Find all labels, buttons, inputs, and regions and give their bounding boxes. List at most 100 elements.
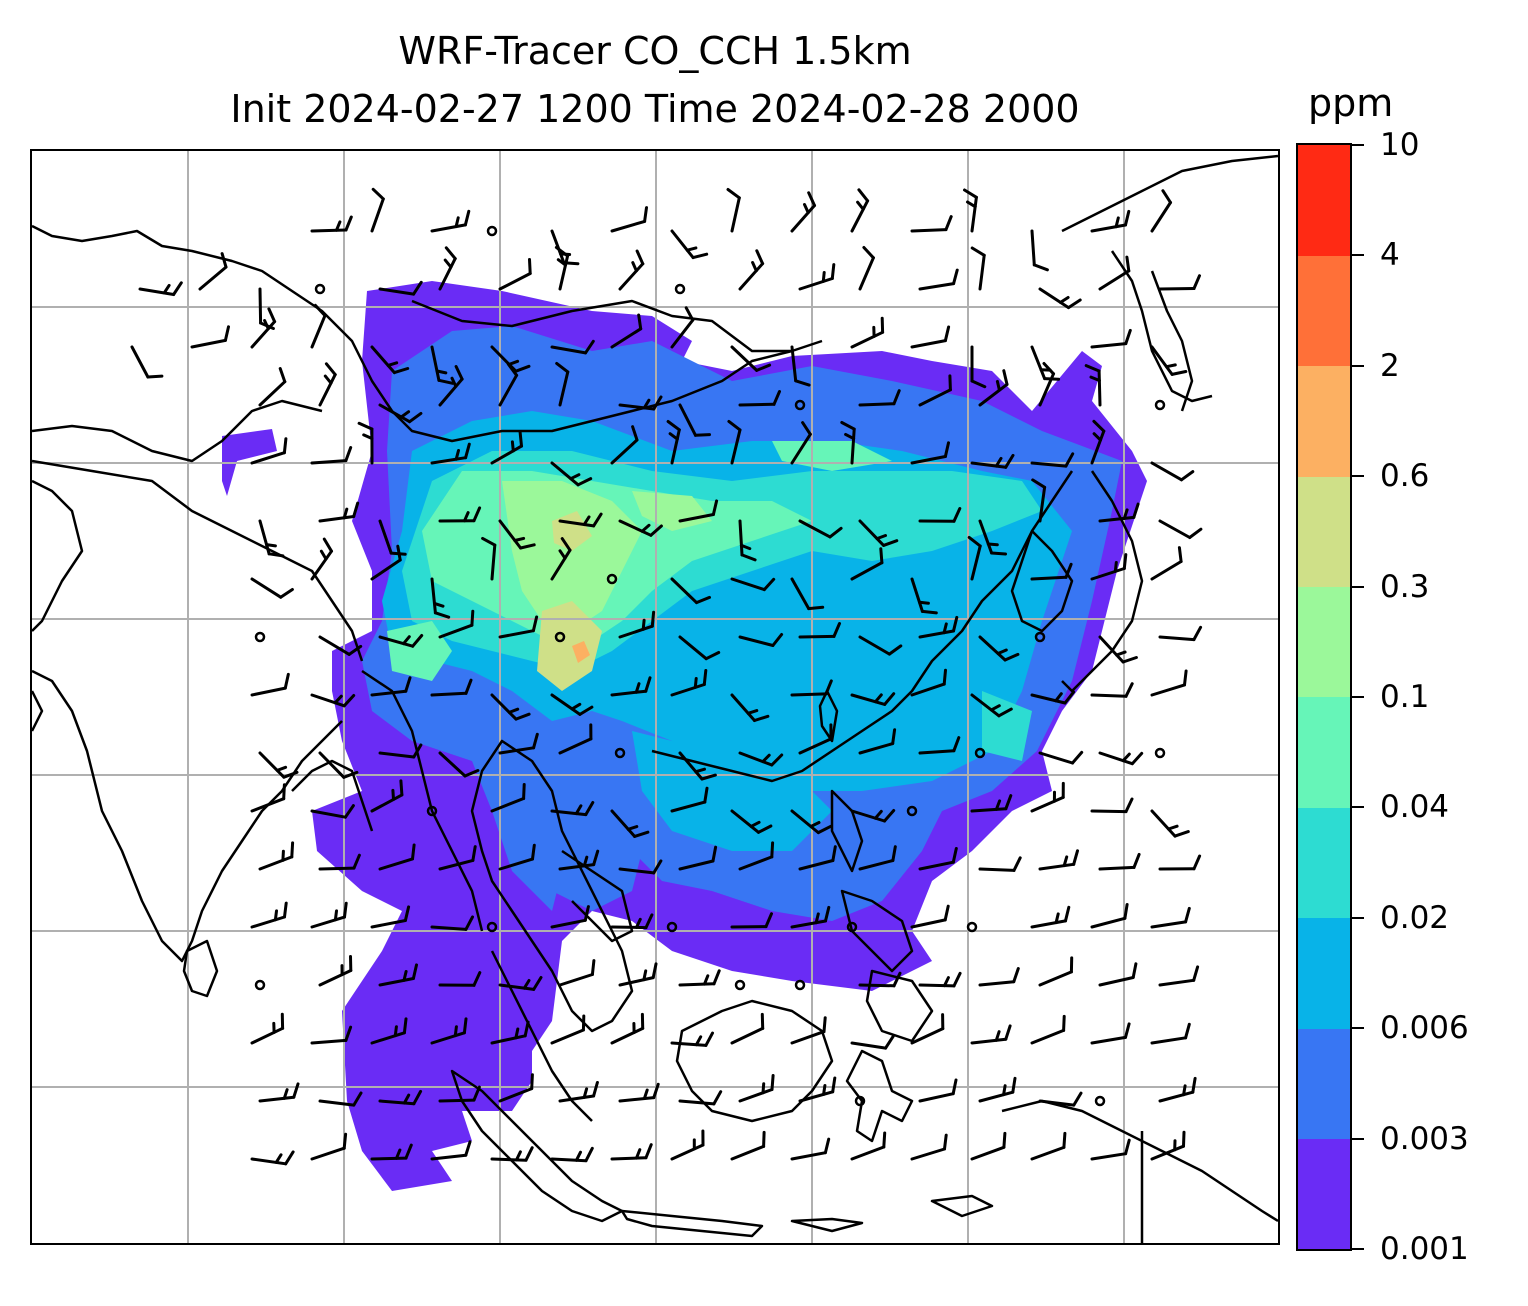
wind-barb: [678, 1090, 723, 1106]
border-himalaya: [32, 459, 364, 662]
wind-barb: [310, 1132, 348, 1161]
colorbar-tick-label: 0.02: [1380, 899, 1450, 936]
colorbar-segment: [1298, 1028, 1350, 1140]
wind-barb: [730, 345, 772, 372]
wind-barb: [430, 209, 471, 233]
wind-barb: [738, 519, 757, 562]
calm-wind-marker: [674, 283, 686, 295]
wind-barb: [1098, 852, 1141, 871]
calm-wind-marker: [614, 747, 626, 759]
colorbar-tick-label: 2: [1380, 347, 1400, 384]
wind-barbs: [130, 187, 1203, 1166]
wind-barb: [910, 904, 950, 929]
wind-barb: [670, 577, 711, 605]
colorbar-tick: [1352, 1137, 1364, 1140]
wind-barb: [250, 1012, 285, 1045]
wind-barb: [1150, 345, 1188, 376]
coastline-visayas: [840, 889, 914, 973]
wind-barb: [430, 1017, 468, 1045]
coastline-flores: [790, 1217, 864, 1233]
wind-barb: [618, 1082, 660, 1103]
colorbar-segment: [1298, 1138, 1350, 1250]
colorbar-tick: [1352, 144, 1364, 146]
wind-barb: [738, 390, 781, 407]
wind-barb: [727, 419, 742, 465]
wind-barb: [378, 963, 418, 987]
wind-barb: [430, 915, 474, 931]
wind-barb: [550, 461, 593, 487]
wind-barb: [438, 845, 477, 871]
field-level-4: [387, 621, 452, 681]
wind-barb: [1038, 750, 1084, 765]
field-level-5: [502, 481, 642, 631]
wind-barb: [550, 905, 590, 929]
wind-barb: [970, 1131, 1007, 1161]
wind-barb: [370, 544, 402, 581]
wind-barb: [1158, 965, 1200, 987]
wind-barb: [481, 536, 497, 581]
wind-barb: [858, 246, 875, 291]
wind-barb: [670, 306, 695, 349]
wind-barb: [978, 856, 1022, 872]
wind-barb: [378, 843, 416, 871]
wind-barb: [490, 783, 526, 813]
calm-wind-marker: [794, 979, 806, 991]
wind-barb: [850, 547, 884, 581]
wind-barb: [310, 804, 355, 819]
wind-barb: [310, 446, 353, 465]
wind-barb: [918, 736, 961, 755]
wind-barb: [250, 577, 294, 599]
colorbar-segment: [1298, 476, 1350, 588]
calm-wind-marker: [1034, 631, 1046, 643]
wind-barb: [610, 809, 650, 838]
colorbar-tick: [1352, 585, 1364, 588]
wind-barb: [258, 751, 299, 779]
wind-barb: [730, 912, 773, 929]
colorbar-tick: [1352, 916, 1364, 919]
wind-barb: [738, 1074, 775, 1103]
coastline-okhotsk: [1110, 250, 1213, 403]
wind-barb: [438, 246, 457, 291]
wind-barb: [558, 959, 596, 987]
colorbar-segment: [1298, 145, 1350, 256]
wind-barb: [550, 1014, 586, 1045]
wind-barb: [310, 1025, 353, 1045]
wind-barb: [250, 901, 288, 929]
field-level-5: [632, 491, 712, 531]
wind-barb: [618, 610, 656, 639]
map-canvas: [32, 151, 1278, 1243]
map-title-line2: Init 2024-02-27 1200 Time 2024-02-28 200…: [230, 87, 1080, 131]
wind-barb: [790, 679, 833, 697]
wind-barb: [1090, 328, 1132, 349]
calm-wind-marker: [906, 805, 918, 817]
wind-barb: [858, 635, 903, 656]
wind-barb: [670, 1129, 705, 1161]
coastline-malay: [490, 950, 593, 1122]
wind-barb: [618, 859, 663, 875]
wind-barb: [1158, 519, 1203, 539]
wind-barb: [190, 325, 230, 349]
wind-barb: [1030, 452, 1075, 468]
map-title-line1: WRF-Tracer CO_CCH 1.5km: [398, 29, 912, 73]
colorbar: [1296, 143, 1352, 1251]
wind-barb: [910, 668, 947, 697]
wind-barb: [967, 535, 982, 581]
wind-barb: [970, 453, 1015, 469]
field-level-2: [632, 731, 832, 851]
wind-barb: [318, 751, 359, 779]
wind-barb: [850, 1131, 887, 1161]
wind-barb: [798, 519, 843, 539]
wind-barb: [978, 519, 1007, 556]
wind-barb: [490, 693, 531, 721]
border-kazakh: [32, 399, 323, 463]
wind-barb: [610, 425, 639, 465]
wind-barb: [1090, 1022, 1131, 1045]
wind-barb: [858, 845, 897, 871]
wind-barb: [498, 615, 539, 639]
coastline-gulf-thailand: [561, 849, 634, 943]
wind-barb: [1030, 905, 1071, 929]
calm-wind-marker: [1154, 747, 1166, 759]
wind-barb: [370, 345, 410, 375]
calm-wind-marker: [314, 283, 326, 295]
wind-barb: [970, 794, 1013, 813]
